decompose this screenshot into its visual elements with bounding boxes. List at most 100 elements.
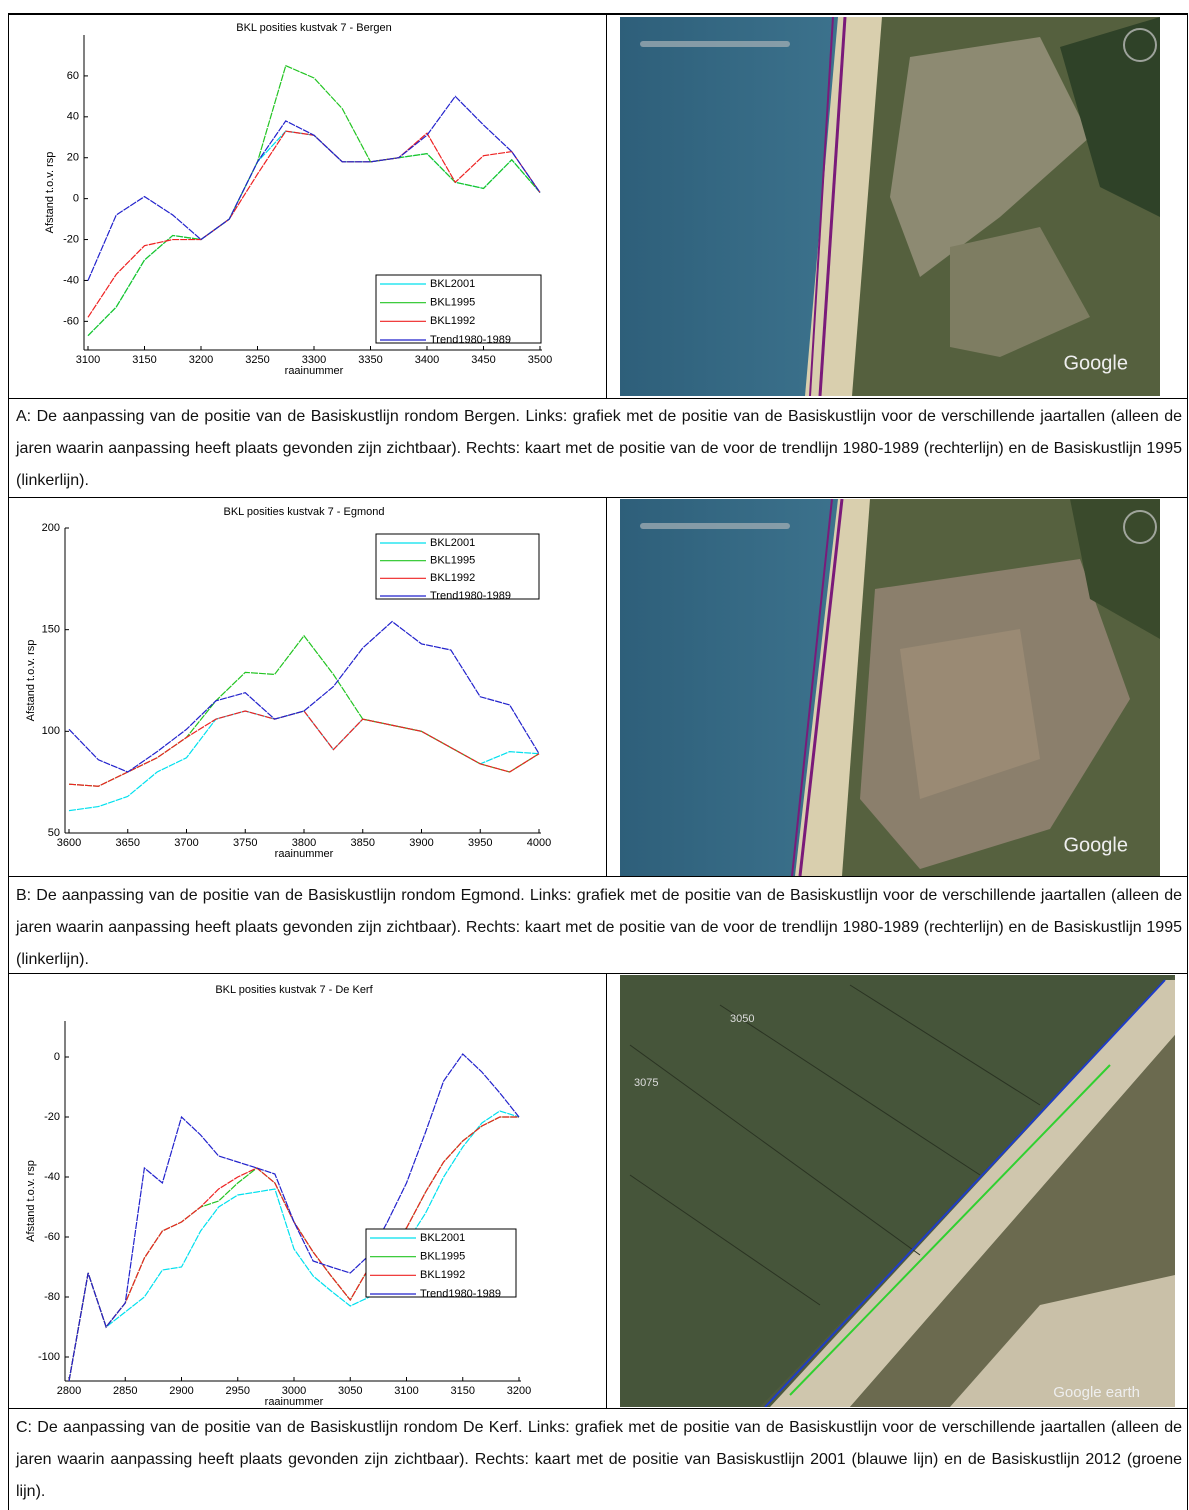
y-tick-label: -20 (44, 1111, 60, 1123)
caption: B: De aanpassing van de positie van de B… (16, 887, 1182, 968)
y-tick-label: 40 (67, 111, 79, 123)
x-axis-label: raainummer (265, 1396, 324, 1408)
legend-label: BKL2001 (420, 1232, 465, 1244)
y-tick-label: -60 (44, 1231, 60, 1243)
y-axis-label: Afstand t.o.v. rsp (25, 1160, 37, 1242)
x-tick-label: 3300 (302, 354, 326, 366)
legend-label: Trend1980-1989 (420, 1288, 501, 1300)
chart-title: BKL posities kustvak 7 - De Kerf (215, 984, 373, 996)
x-tick-label: 3950 (468, 837, 492, 849)
map: 3050 3075 Google earth (620, 975, 1175, 1407)
border (606, 15, 607, 398)
caption: C: De aanpassing van de positie van de B… (16, 1419, 1182, 1500)
border (8, 13, 9, 1510)
legend-label: BKL1992 (420, 1269, 465, 1281)
border (8, 876, 1188, 877)
y-tick-label: -40 (63, 274, 79, 286)
border (606, 497, 607, 876)
x-tick-label: 3450 (471, 354, 495, 366)
legend-label: BKL1995 (420, 1251, 465, 1263)
legend-label: BKL2001 (430, 537, 475, 549)
x-tick-label: 3900 (409, 837, 433, 849)
map: Google (620, 17, 1160, 396)
x-tick-label: 3700 (174, 837, 198, 849)
legend-label: BKL1995 (430, 297, 475, 309)
x-axis-label: raainummer (275, 848, 334, 860)
x-tick-label: 4000 (527, 837, 551, 849)
x-tick-label: 3100 (394, 1385, 418, 1397)
x-tick-label: 3850 (351, 837, 375, 849)
map-label: 3075 (634, 1077, 658, 1089)
y-tick-label: 200 (42, 522, 60, 534)
chart: BKL posities kustvak 7 - De Kerf -100 -80 -… (25, 984, 531, 1408)
y-axis-label: Afstand t.o.v. rsp (25, 640, 37, 722)
legend-label: Trend1980-1989 (430, 334, 511, 346)
x-tick-label: 2950 (226, 1385, 250, 1397)
x-tick-label: 3800 (292, 837, 316, 849)
series-line (68, 710, 540, 787)
y-tick-label: 0 (73, 193, 79, 205)
chart-title: BKL posities kustvak 7 - Bergen (236, 22, 392, 34)
map-logo: Google (1064, 834, 1129, 856)
x-tick-label: 3000 (282, 1385, 306, 1397)
y-tick-label: -60 (63, 315, 79, 327)
y-tick-label: 0 (54, 1051, 60, 1063)
legend-label: Trend1980-1989 (430, 590, 511, 602)
series-line (68, 1053, 520, 1382)
map-label: 3050 (730, 1013, 754, 1025)
x-tick-label: 2850 (113, 1385, 137, 1397)
chart: BKL posities kustvak 7 - Bergen -60 -40 -20… (44, 22, 552, 377)
x-tick-label: 2800 (57, 1385, 81, 1397)
y-tick-label: -20 (63, 233, 79, 245)
border (8, 13, 1188, 15)
x-tick-label: 3600 (57, 837, 81, 849)
y-axis-label: Afstand t.o.v. rsp (44, 152, 56, 234)
map: Google (620, 499, 1160, 876)
x-tick-label: 3400 (415, 354, 439, 366)
x-tick-label: 3100 (76, 354, 100, 366)
x-tick-label: 3350 (358, 354, 382, 366)
map-logo: Google earth (1053, 1384, 1140, 1401)
chart: BKL posities kustvak 7 - Egmond 50 100 150 2… (25, 506, 551, 860)
series-line (87, 95, 541, 281)
caption: A: De aanpassing van de positie van de B… (16, 408, 1182, 489)
x-tick-label: 3750 (233, 837, 257, 849)
legend (365, 1228, 517, 1298)
series-line (68, 710, 540, 812)
legend-label: BKL1992 (430, 572, 475, 584)
y-tick-label: 20 (67, 152, 79, 164)
border (606, 973, 607, 1408)
x-axis-label: raainummer (285, 365, 344, 377)
x-tick-label: 3150 (451, 1385, 475, 1397)
border (8, 398, 1188, 399)
y-tick-label: -80 (44, 1291, 60, 1303)
x-tick-label: 3650 (116, 837, 140, 849)
x-tick-label: 3500 (528, 354, 552, 366)
x-tick-label: 3050 (338, 1385, 362, 1397)
y-tick-label: 50 (48, 827, 60, 839)
y-tick-label: 60 (67, 70, 79, 82)
legend (375, 274, 542, 344)
legend-label: BKL1992 (430, 315, 475, 327)
legend (375, 533, 540, 600)
y-tick-label: 150 (42, 624, 60, 636)
legend-label: BKL1995 (430, 555, 475, 567)
series-line (68, 620, 540, 773)
y-tick-label: -100 (38, 1351, 60, 1363)
border (8, 497, 1188, 498)
x-tick-label: 3200 (507, 1385, 531, 1397)
series-line (68, 1110, 520, 1382)
border (8, 973, 1188, 974)
x-tick-label: 2900 (169, 1385, 193, 1397)
border (8, 1408, 1188, 1409)
y-tick-label: -40 (44, 1171, 60, 1183)
border (1187, 13, 1188, 1510)
series-line (87, 64, 541, 337)
chart-title: BKL posities kustvak 7 - Egmond (223, 506, 384, 518)
x-tick-label: 3250 (245, 354, 269, 366)
map-logo: Google (1064, 352, 1129, 374)
x-tick-label: 3200 (189, 354, 213, 366)
legend-label: BKL2001 (430, 278, 475, 290)
y-tick-label: 100 (42, 725, 60, 737)
